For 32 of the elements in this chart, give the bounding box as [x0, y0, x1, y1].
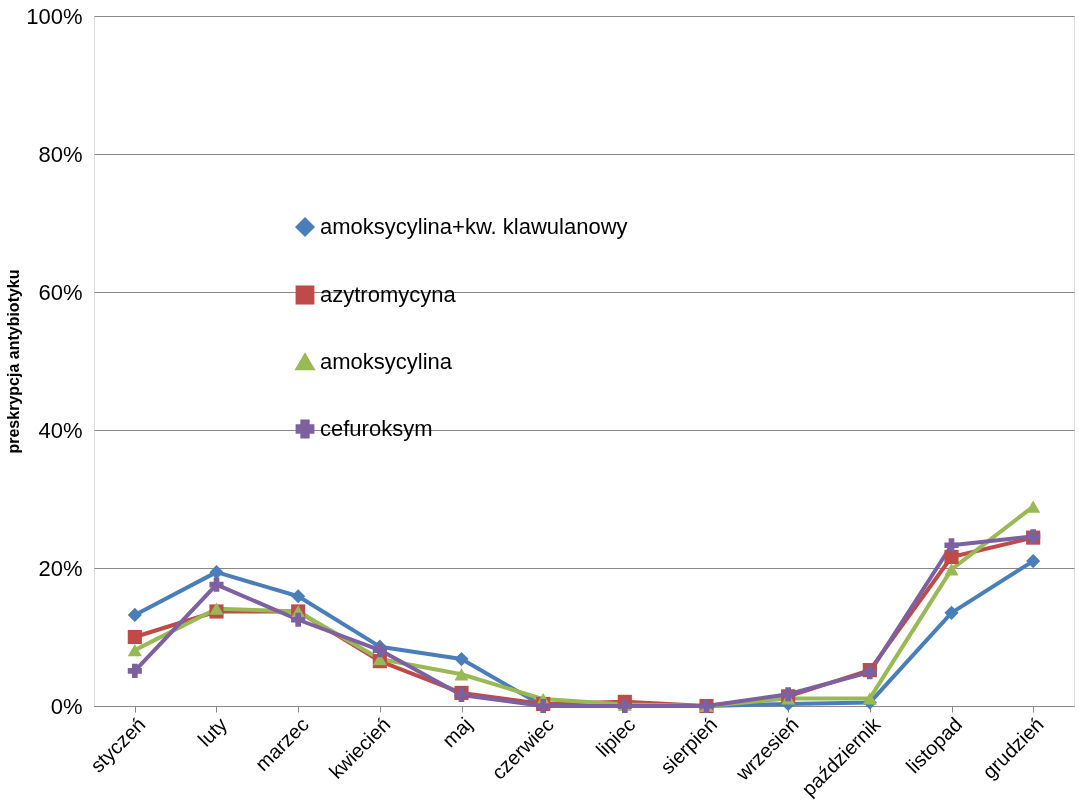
legend-label: amoksycylina	[320, 349, 453, 374]
y-tick-label: 0%	[50, 693, 83, 719]
point	[454, 652, 469, 667]
point	[209, 577, 224, 592]
point	[862, 692, 877, 705]
point	[209, 602, 224, 615]
point	[944, 538, 959, 553]
legend-label: cefuroksym	[320, 416, 433, 441]
point	[127, 607, 142, 622]
point	[127, 629, 142, 645]
point	[944, 563, 959, 576]
point	[1026, 500, 1041, 513]
legend-label: azytromycyna	[320, 282, 457, 307]
x-tick-label: maj	[437, 713, 477, 752]
point	[127, 663, 142, 678]
y-tick-label: 100%	[26, 3, 83, 29]
point	[209, 565, 224, 580]
y-tick-label: 40%	[38, 417, 83, 443]
point	[291, 589, 306, 604]
legend-label: amoksycylina+kw. klawulanowy	[320, 214, 628, 239]
point	[454, 668, 469, 681]
y-tick-label: 80%	[38, 141, 83, 167]
point	[291, 612, 306, 627]
point	[944, 549, 959, 565]
y-axis-title: preskrypcja antybiotyku	[5, 269, 23, 454]
point	[944, 605, 959, 620]
y-tick-label: 60%	[38, 279, 83, 305]
point	[372, 643, 387, 658]
point	[127, 643, 142, 657]
y-tick-label: 20%	[38, 555, 83, 581]
x-tick-label: luty	[193, 713, 232, 751]
point	[1026, 554, 1041, 569]
